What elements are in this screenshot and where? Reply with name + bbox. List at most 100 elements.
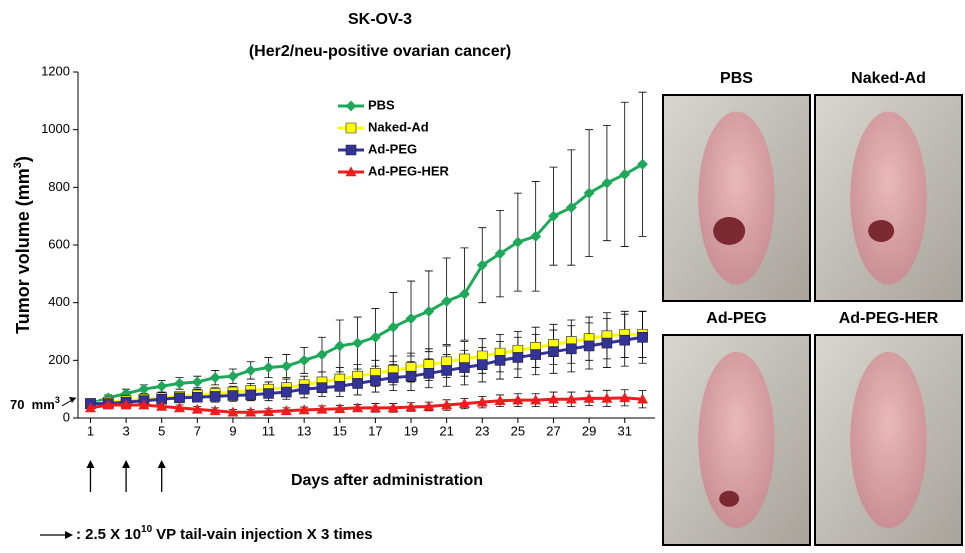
marker [156,380,168,392]
marker [281,386,292,398]
marker [280,405,292,416]
footnote-exponent: 10 [141,524,153,535]
photo-label: Naked-Ad [851,70,926,87]
marker [512,394,524,405]
marker [245,365,257,376]
marker [369,331,381,343]
marker [530,230,542,242]
series-line [90,335,643,406]
x-tick-label: 9 [229,423,236,438]
y-tick-label: 200 [48,352,70,367]
series-line [90,162,644,406]
marker [209,405,221,416]
injection-arrowhead [157,460,166,468]
chart-title: SK-OV-3 [348,11,412,28]
marker [156,400,168,411]
x-tick-label: 17 [368,423,382,438]
reference-label-text: 70 mm [10,397,55,412]
y-tick-label: 800 [48,179,70,194]
marker [174,392,185,404]
injection-arrowhead [86,460,95,468]
x-tick-label: 5 [158,423,165,438]
marker [637,158,648,170]
reference-label-sup: 3 [55,395,60,405]
marker [298,354,310,366]
marker [191,376,203,388]
injection-arrowhead [122,460,131,468]
photo-mouse [850,111,927,285]
marker [548,346,559,357]
x-tick-label: 25 [511,423,525,438]
marker [227,406,239,417]
marker [405,370,417,382]
marker [334,340,346,352]
marker [619,168,631,180]
marker [352,402,364,413]
marker [138,383,150,395]
x-tick-label: 1 [87,423,94,438]
marker [138,399,150,410]
y-tick-label: 600 [48,236,70,251]
marker [334,403,346,414]
x-tick-label: 13 [297,423,311,438]
marker [494,355,506,366]
photo-label: Ad-PEG-HER [839,310,939,327]
marker [209,372,221,384]
marker [120,399,132,410]
marker [387,321,399,333]
y-tick-label: 400 [48,294,70,309]
x-tick-label: 31 [617,423,631,438]
marker [245,406,257,417]
marker [352,337,364,349]
marker [316,382,328,394]
marker [227,390,239,401]
marker [583,340,595,352]
marker [352,378,363,389]
x-axis-label: Days after administration [291,472,483,489]
photo-tumor [868,219,895,242]
marker [405,401,417,412]
x-tick-label: 21 [439,423,453,438]
marker [423,400,435,411]
photo-mouse [698,351,775,529]
x-tick-label: 15 [333,423,347,438]
y-axis-label: Tumor volume (mm3) [12,156,33,334]
marker [192,391,203,403]
marker [245,389,257,401]
y-tick-label: 0 [63,409,70,424]
marker [441,365,452,376]
photo-tumor [719,490,740,507]
chart-subtitle: (Her2/neu-positive ovarian cancer) [249,43,511,60]
marker [370,375,381,386]
marker [547,393,560,404]
marker [316,349,328,360]
x-tick-label: 23 [475,423,489,438]
photo-label: PBS [720,70,753,87]
marker [298,383,310,395]
footnote-suffix: VP tail-vain injection X 3 times [156,526,372,543]
x-tick-label: 11 [262,423,276,438]
legend-label: Ad-PEG [368,141,417,156]
marker [619,392,631,403]
series-line [90,332,643,406]
marker [530,349,541,360]
marker [102,399,114,410]
marker [637,393,649,404]
y-axis-label-sup: 3 [12,162,24,168]
marker [84,402,96,413]
footnote-prefix: : 2.5 X 10 [76,526,141,543]
marker [512,236,524,248]
x-tick-label: 7 [194,423,201,438]
marker [227,370,239,382]
y-tick-label: 1000 [41,121,70,136]
marker [441,295,453,307]
x-tick-label: 19 [404,423,418,438]
marker [601,392,613,403]
marker [387,372,399,383]
marker [459,362,470,373]
legend-marker [345,166,357,177]
photo-mouse [850,351,927,529]
marker [530,394,542,405]
marker [494,248,506,260]
